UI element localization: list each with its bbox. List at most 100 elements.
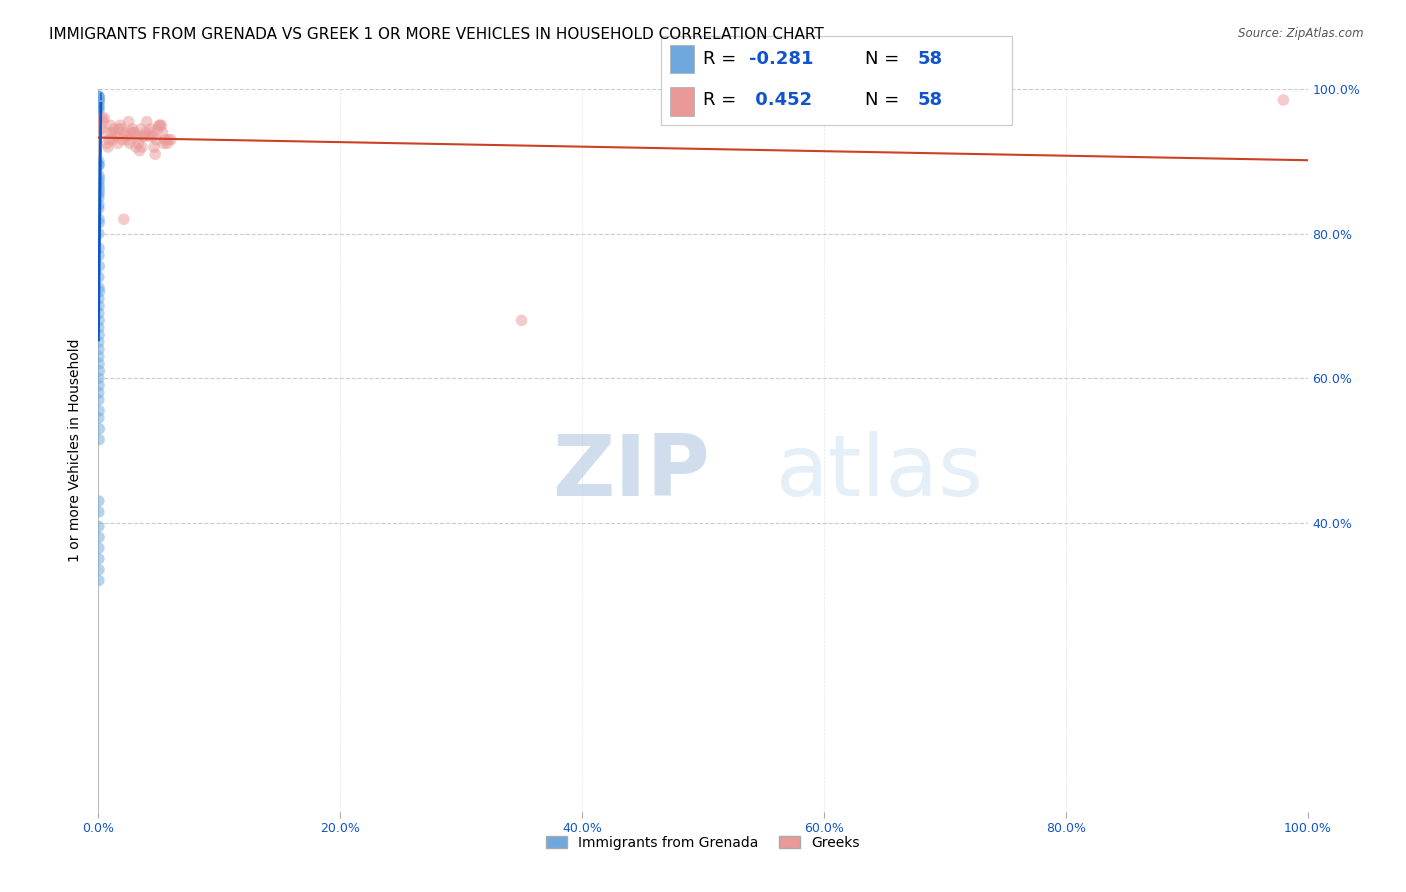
Point <box>87 519 110 533</box>
Point <box>87 299 110 313</box>
Point <box>87 357 110 371</box>
Point <box>87 158 110 172</box>
Point <box>115 129 138 144</box>
Point <box>87 96 110 111</box>
Point <box>117 133 139 147</box>
Point <box>152 136 174 151</box>
Point <box>87 191 110 205</box>
Point <box>100 119 122 133</box>
Point <box>87 158 110 172</box>
Point <box>125 140 148 154</box>
Point <box>114 126 136 140</box>
Legend: Immigrants from Grenada, Greeks: Immigrants from Grenada, Greeks <box>541 830 865 855</box>
Point <box>89 216 111 230</box>
Point <box>1272 93 1295 107</box>
Point <box>87 292 110 306</box>
Point <box>89 172 111 186</box>
Point <box>87 563 110 577</box>
Point <box>91 111 114 125</box>
Point <box>87 541 110 555</box>
Point <box>89 313 111 327</box>
Point <box>152 126 174 140</box>
Point <box>510 313 533 327</box>
Point <box>101 133 124 147</box>
Point <box>121 122 143 136</box>
Point <box>87 378 110 392</box>
Point <box>108 122 131 136</box>
Point <box>91 114 114 128</box>
Point <box>100 126 122 140</box>
Point <box>87 212 110 227</box>
Text: IMMIGRANTS FROM GRENADA VS GREEK 1 OR MORE VEHICLES IN HOUSEHOLD CORRELATION CHA: IMMIGRANTS FROM GRENADA VS GREEK 1 OR MO… <box>49 27 824 42</box>
Point <box>97 140 120 154</box>
Point <box>87 320 110 334</box>
Text: N =: N = <box>865 91 898 109</box>
Point <box>87 433 110 447</box>
Point <box>87 343 110 357</box>
Point <box>89 259 111 273</box>
Point <box>118 114 141 128</box>
Text: R =: R = <box>703 91 737 109</box>
Point <box>156 136 179 151</box>
Point <box>89 422 111 436</box>
Point <box>89 183 111 197</box>
Point <box>141 126 163 140</box>
Point <box>145 133 167 147</box>
Point <box>150 119 173 133</box>
Point <box>148 119 170 133</box>
Point <box>87 574 110 588</box>
Point <box>108 119 131 133</box>
Text: 58: 58 <box>917 50 942 68</box>
Point <box>143 147 166 161</box>
Point <box>87 530 110 544</box>
Point <box>87 270 110 285</box>
Point <box>87 100 110 114</box>
Point <box>87 89 110 103</box>
Point <box>98 133 121 147</box>
Point <box>87 334 110 349</box>
Point <box>87 93 110 107</box>
Text: ZIP: ZIP <box>551 431 710 514</box>
Point <box>160 133 183 147</box>
Point <box>157 133 180 147</box>
Point <box>87 100 110 114</box>
Point <box>122 126 145 140</box>
Point <box>89 285 111 299</box>
Text: 0.452: 0.452 <box>748 91 811 109</box>
Text: R =: R = <box>703 50 737 68</box>
Text: atlas: atlas <box>776 431 984 514</box>
Point <box>103 122 125 136</box>
Point <box>87 371 110 385</box>
Point <box>87 350 110 364</box>
Point <box>129 122 152 136</box>
Point <box>142 129 165 144</box>
Point <box>134 129 156 144</box>
Point <box>128 144 150 158</box>
Point <box>87 176 110 190</box>
Point <box>94 126 117 140</box>
Point <box>90 122 112 136</box>
Point <box>143 140 166 154</box>
Point <box>87 494 110 508</box>
Text: Source: ZipAtlas.com: Source: ZipAtlas.com <box>1239 27 1364 40</box>
Point <box>135 126 157 140</box>
FancyBboxPatch shape <box>669 45 695 73</box>
Point <box>89 93 111 107</box>
FancyBboxPatch shape <box>669 87 695 116</box>
Point <box>149 119 172 133</box>
Point <box>112 212 135 227</box>
Y-axis label: 1 or more Vehicles in Household: 1 or more Vehicles in Household <box>69 339 83 562</box>
Point <box>87 179 110 194</box>
Point <box>87 89 110 103</box>
Point <box>87 227 110 241</box>
Point <box>87 392 110 407</box>
Point <box>107 136 129 151</box>
Point <box>87 169 110 183</box>
Point <box>87 281 110 295</box>
Point <box>87 306 110 320</box>
Point <box>93 111 115 125</box>
Point <box>104 126 127 140</box>
Point <box>118 136 141 151</box>
Text: -0.281: -0.281 <box>748 50 813 68</box>
Point <box>87 505 110 519</box>
